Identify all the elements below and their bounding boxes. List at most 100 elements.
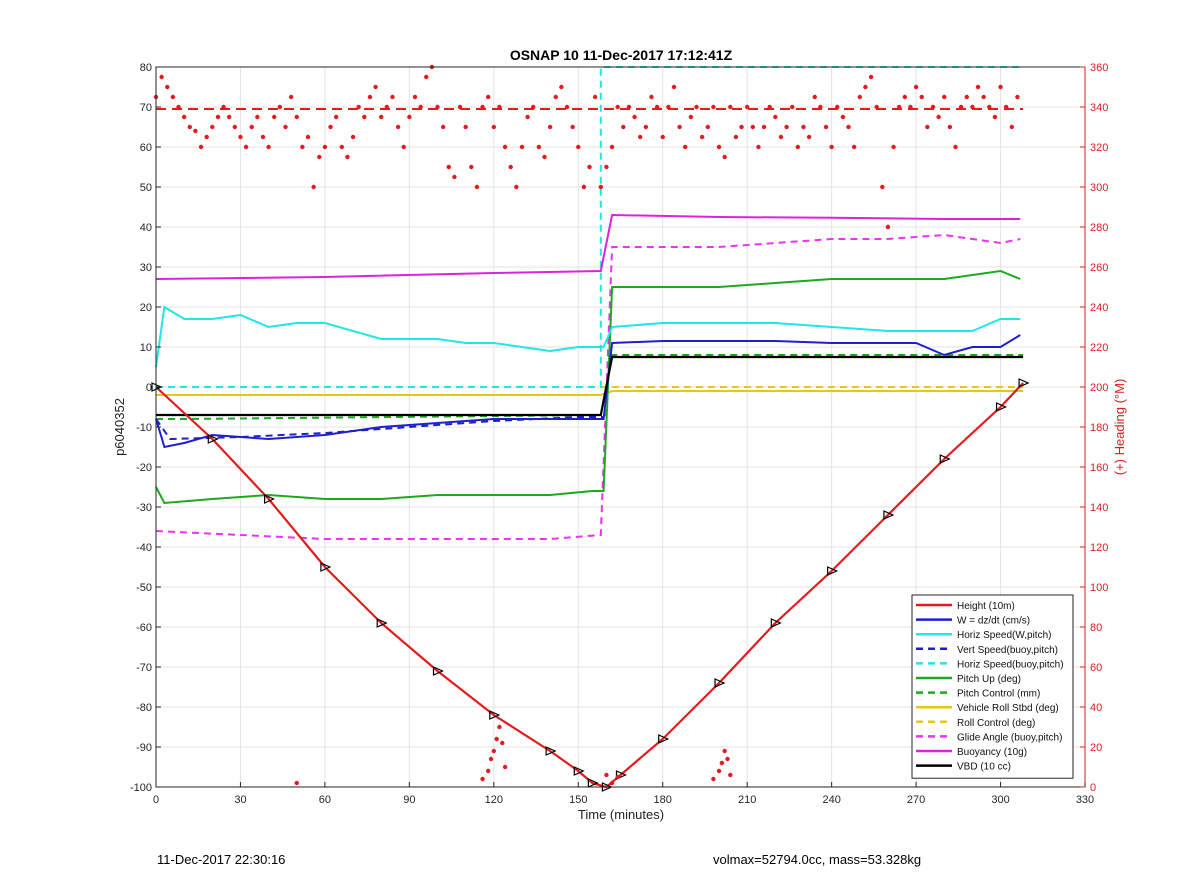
footer-stats: volmax=52794.0cc, mass=53.328kg (713, 852, 922, 867)
heading-point (863, 84, 868, 90)
heading-point (159, 74, 164, 80)
height-marker (587, 778, 599, 788)
heading-point (440, 124, 446, 130)
y2-tick-label: 40 (1090, 702, 1102, 714)
x-tick-label: 60 (319, 794, 331, 806)
heading-point (739, 124, 744, 130)
y2-tick-label: 140 (1090, 502, 1108, 514)
x-tick-label: 150 (569, 794, 587, 806)
y-tick-label: 0 (146, 382, 152, 394)
heading-point (412, 94, 418, 100)
heading-point (260, 134, 266, 140)
heading-point (345, 154, 350, 160)
heading-point (649, 94, 654, 100)
heading-point (491, 748, 497, 754)
y-tick-label: -50 (136, 582, 152, 594)
heading-point (587, 164, 592, 170)
heading-point (502, 764, 508, 770)
heading-point (356, 104, 361, 110)
heading-point (1003, 104, 1009, 110)
heading-point (902, 94, 908, 100)
y-tick-label: -70 (136, 662, 152, 674)
heading-point (913, 84, 919, 90)
heading-point (801, 124, 806, 130)
series-w (155, 334, 1021, 449)
heading-point (699, 134, 705, 140)
heading-point (728, 772, 733, 778)
legend-item-label: Glide Angle (buoy,pitch) (957, 732, 1062, 743)
height-marker (995, 402, 1008, 412)
height-marker (658, 734, 670, 744)
heading-point (519, 144, 525, 150)
y-tick-label: -40 (136, 542, 152, 554)
height-marker (714, 678, 726, 688)
heading-point (609, 144, 615, 150)
legend-item-label: VBD (10 cc) (957, 762, 1011, 773)
heading-point (716, 144, 722, 150)
heading-point (564, 104, 570, 110)
heading-point (615, 104, 620, 110)
heading-point (925, 124, 930, 130)
y2-tick-label: 0 (1090, 782, 1096, 794)
y2-tick-label: 160 (1090, 462, 1108, 474)
heading-point (767, 104, 772, 110)
y2-tick-label: 100 (1090, 582, 1108, 594)
heading-point (806, 134, 812, 140)
series-layer (151, 64, 1030, 792)
heading-point (542, 154, 547, 160)
heading-point (885, 224, 891, 230)
heading-point (576, 144, 581, 150)
heading-point (204, 134, 209, 140)
heading-point (604, 772, 609, 778)
heading-point (998, 84, 1003, 90)
y2-tick-label: 260 (1090, 262, 1108, 274)
heading-point (514, 184, 519, 190)
heading-point (615, 774, 620, 780)
y2-tick-label: 80 (1090, 622, 1102, 634)
y2-tick-label: 200 (1090, 382, 1108, 394)
legend-item-label: Pitch Control (mm) (957, 689, 1040, 700)
heading-point (880, 184, 885, 190)
heading-point (632, 114, 637, 120)
heading-point (790, 104, 795, 110)
heading-point (390, 94, 395, 100)
heading-point (1009, 124, 1015, 130)
y-tick-label: -90 (136, 742, 152, 754)
heading-point (485, 94, 491, 100)
heading-point (328, 124, 333, 130)
x-tick-label: 0 (153, 794, 159, 806)
heading-point (170, 94, 176, 100)
heading-point (598, 184, 603, 190)
y2-tick-label: 340 (1090, 102, 1108, 114)
heading-point (874, 104, 879, 110)
x-tick-label: 210 (738, 794, 756, 806)
series-heading (153, 64, 1020, 230)
heading-point (474, 184, 480, 190)
footer-timestamp: 11-Dec-2017 22:30:16 (157, 852, 286, 867)
height-marker (1018, 378, 1030, 388)
heading-point (395, 124, 401, 130)
heading-point (818, 104, 823, 110)
legend-item-label: Vert Speed(buoy,pitch) (957, 645, 1058, 656)
height-marker (545, 746, 557, 756)
height-marker (573, 766, 585, 776)
heading-point (609, 780, 615, 786)
heading-point (660, 134, 665, 140)
y2-tick-label: 20 (1090, 742, 1102, 754)
heading-point (947, 124, 953, 130)
heading-point (198, 144, 204, 150)
heading-point (255, 114, 260, 120)
heading-point (491, 124, 497, 130)
heading-point (215, 114, 221, 120)
heading-point (232, 124, 238, 130)
y2-tick-label: 60 (1090, 662, 1102, 674)
heading-point (592, 94, 598, 100)
y2-tick-label: 300 (1090, 182, 1108, 194)
series-pitch (155, 269, 1021, 505)
heading-point (497, 724, 502, 730)
heading-point (536, 144, 542, 150)
heading-point (987, 104, 992, 110)
x-tick-label: 30 (234, 794, 246, 806)
heading-point (424, 74, 429, 80)
